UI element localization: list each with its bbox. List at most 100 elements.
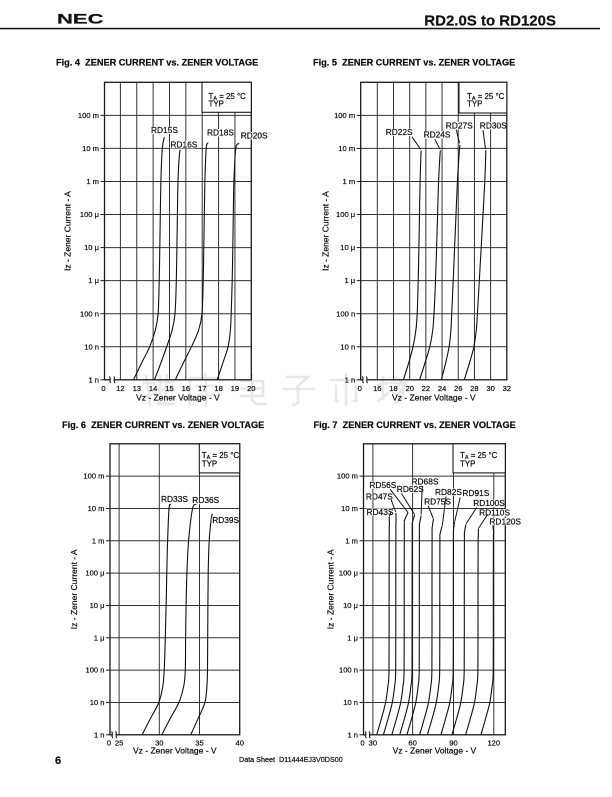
svg-text:16: 16 (182, 384, 190, 393)
svg-text:RD18S: RD18S (207, 127, 234, 137)
svg-text:15: 15 (165, 384, 173, 393)
svg-text:Data Sheet D11444EJ3V0DS00: Data Sheet D11444EJ3V0DS00 (239, 755, 343, 764)
svg-text:RD15S: RD15S (151, 125, 178, 135)
svg-text:60: 60 (408, 738, 416, 747)
svg-text:10 n: 10 n (84, 342, 99, 351)
svg-text:RD43S: RD43S (367, 507, 394, 517)
svg-text:1 n: 1 n (347, 730, 358, 739)
svg-text:10 m: 10 m (341, 504, 358, 513)
svg-text:RD36S: RD36S (192, 495, 219, 505)
svg-text:1 μ: 1 μ (347, 633, 358, 642)
svg-text:22: 22 (422, 384, 430, 393)
svg-text:10 n: 10 n (343, 698, 358, 707)
svg-text:10 n: 10 n (90, 698, 105, 707)
svg-text:TYP: TYP (460, 460, 475, 469)
svg-text:0: 0 (107, 738, 111, 747)
svg-text:10 m: 10 m (338, 144, 355, 153)
svg-text:90: 90 (449, 738, 457, 747)
svg-text:100 m: 100 m (337, 472, 358, 481)
svg-text:14: 14 (149, 384, 157, 393)
svg-text:100 μ: 100 μ (336, 210, 355, 219)
svg-text:30: 30 (486, 384, 494, 393)
svg-text:0: 0 (358, 384, 362, 393)
svg-text:Fig. 5 ZENER CURRENT vs. ZENE: Fig. 5 ZENER CURRENT vs. ZENER VOLTAGE (313, 57, 515, 67)
svg-text:100 μ: 100 μ (85, 569, 104, 578)
svg-text:RD91S: RD91S (462, 488, 489, 498)
svg-text:Vz - Zener Voltage - V: Vz - Zener Voltage - V (133, 746, 217, 756)
svg-text:RD68S: RD68S (412, 476, 439, 486)
svg-text:100 μ: 100 μ (80, 210, 99, 219)
svg-text:RD47S: RD47S (366, 491, 393, 501)
svg-text:10 m: 10 m (88, 504, 105, 513)
svg-text:12: 12 (116, 384, 124, 393)
svg-text:30: 30 (155, 738, 163, 747)
svg-text:100 n: 100 n (336, 309, 355, 318)
svg-text:1 μ: 1 μ (344, 276, 355, 285)
svg-text:0: 0 (360, 738, 364, 747)
svg-text:1 μ: 1 μ (94, 633, 105, 642)
svg-text:1 n: 1 n (94, 730, 105, 739)
svg-text:20: 20 (247, 384, 255, 393)
svg-text:10 μ: 10 μ (90, 601, 105, 610)
svg-text:100 μ: 100 μ (339, 569, 358, 578)
svg-text:Fig. 6 ZENER CURRENT vs. ZENE: Fig. 6 ZENER CURRENT vs. ZENER VOLTAGE (62, 420, 264, 430)
svg-text:6: 6 (55, 755, 61, 767)
svg-text:RD16S: RD16S (170, 139, 197, 149)
svg-text:18: 18 (214, 384, 222, 393)
svg-text:10 m: 10 m (82, 144, 99, 153)
svg-text:Iz - Zener Current - A: Iz - Zener Current - A (63, 191, 73, 271)
svg-text:120: 120 (487, 738, 500, 747)
svg-text:100 n: 100 n (339, 666, 358, 675)
svg-text:Fig. 7 ZENER CURRENT vs. ZENE: Fig. 7 ZENER CURRENT vs. ZENER VOLTAGE (314, 420, 516, 430)
svg-text:100 m: 100 m (334, 111, 355, 120)
svg-text:TA = 25 °C: TA = 25 °C (460, 451, 498, 461)
svg-text:RD24S: RD24S (424, 130, 451, 140)
svg-text:RD120S: RD120S (489, 516, 521, 526)
svg-text:17: 17 (198, 384, 206, 393)
svg-text:NEC: NEC (57, 11, 104, 27)
svg-text:TA = 25 °C: TA = 25 °C (202, 451, 240, 461)
svg-text:28: 28 (470, 384, 478, 393)
svg-text:100 m: 100 m (78, 111, 99, 120)
svg-text:Vz - Zener Voltage - V: Vz - Zener Voltage - V (392, 392, 476, 402)
svg-text:1 m: 1 m (92, 536, 105, 545)
svg-text:Iz - Zener Current - A: Iz - Zener Current - A (321, 191, 331, 271)
svg-text:1 m: 1 m (343, 177, 356, 186)
svg-text:Iz - Zener Current - A: Iz - Zener Current - A (69, 549, 79, 629)
svg-text:Vz - Zener Voltage - V: Vz - Zener Voltage - V (136, 392, 220, 402)
svg-text:30: 30 (369, 738, 377, 747)
svg-text:10 μ: 10 μ (340, 243, 355, 252)
svg-text:13: 13 (133, 384, 141, 393)
svg-text:RD30S: RD30S (480, 120, 507, 130)
svg-text:24: 24 (438, 384, 446, 393)
svg-text:RD75S: RD75S (424, 497, 451, 507)
svg-text:RD20S: RD20S (241, 130, 268, 140)
svg-text:35: 35 (195, 738, 203, 747)
svg-text:RD2.0S to RD120S: RD2.0S to RD120S (424, 12, 556, 29)
svg-text:1 μ: 1 μ (88, 276, 99, 285)
svg-text:TYP: TYP (202, 460, 217, 469)
svg-text:40: 40 (235, 738, 243, 747)
svg-text:Fig. 4 ZENER CURRENT vs. ZENE: Fig. 4 ZENER CURRENT vs. ZENER VOLTAGE (56, 57, 258, 67)
svg-text:RD22S: RD22S (386, 127, 413, 137)
svg-text:20: 20 (405, 384, 413, 393)
svg-text:100 n: 100 n (80, 309, 99, 318)
svg-text:RD56S: RD56S (369, 480, 396, 490)
svg-text:1 m: 1 m (86, 177, 99, 186)
svg-text:TA = 25 °C: TA = 25 °C (209, 92, 247, 102)
svg-text:0: 0 (101, 384, 105, 393)
svg-text:TA = 25 °C: TA = 25 °C (467, 92, 505, 102)
svg-text:RD100S: RD100S (473, 498, 505, 508)
svg-text:10 μ: 10 μ (84, 243, 99, 252)
svg-text:32: 32 (503, 384, 511, 393)
svg-text:1 m: 1 m (345, 536, 358, 545)
svg-text:RD62S: RD62S (397, 484, 424, 494)
svg-text:Iz - Zener Current - A: Iz - Zener Current - A (326, 549, 336, 629)
svg-text:RD27S: RD27S (446, 120, 473, 130)
svg-text:TYP: TYP (467, 100, 482, 109)
svg-text:19: 19 (231, 384, 239, 393)
svg-text:10 μ: 10 μ (343, 601, 358, 610)
svg-text:16: 16 (373, 384, 381, 393)
svg-text:Vz - Zener Voltage - V: Vz - Zener Voltage - V (393, 746, 477, 756)
svg-text:RD110S: RD110S (479, 508, 510, 518)
